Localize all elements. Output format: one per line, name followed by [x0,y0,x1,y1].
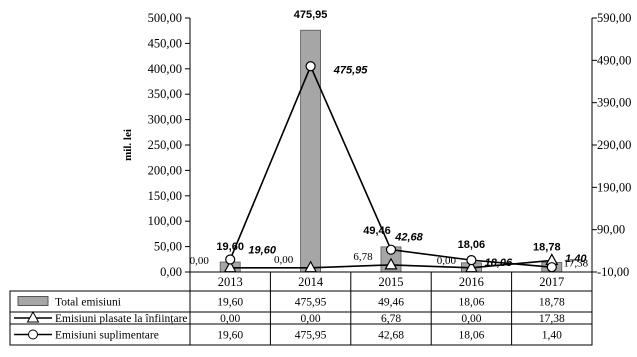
legend-key-circle [28,329,38,340]
marker-circle-2015 [385,244,397,255]
legend-label: Emisiuni plasate la înființare [55,313,188,325]
label-plasate-2013: 0,00 [190,255,210,267]
table-cell: 18,78 [539,297,565,309]
marker-circle-2013 [225,254,236,265]
table-cell: 1,40 [542,330,562,342]
label-suplimentare-2017: 1,40 [565,253,587,265]
label-suplimentare-2014: 475,95 [333,64,369,76]
label-plasate-2015: 6,78 [353,251,373,263]
table-cell: 475,95 [295,297,327,309]
label-suplimentare-2013: 19,60 [248,244,276,256]
table-cell: 19,60 [217,330,243,342]
table-cell: 42,68 [378,330,404,342]
table-cell: 49,46 [378,297,404,309]
legend-label: Emisiuni suplimentare [55,330,159,342]
label-total-2013: 19,60 [216,241,244,253]
y-tick-label: 200,00 [148,163,182,177]
legend-key-bar [17,296,49,306]
label-plasate-2017: 17,38 [563,257,588,269]
table-cell: 475,95 [295,330,327,342]
table-cell: 18,06 [458,330,484,342]
marker-circle-2016 [466,255,477,266]
y-tick-label: 450,00 [148,36,182,50]
table-cell: 19,60 [217,297,243,309]
legend-key-triangle [26,310,40,323]
label-suplimentare-2015: 42,68 [394,232,423,244]
y-tick-label: 0,00 [160,265,182,279]
x-tick-label: 2017 [539,275,564,289]
marker-circle-2017 [546,262,557,273]
label-total-2014: 475,95 [294,9,328,21]
table-cell: 6,78 [381,313,401,325]
y-tick-label: 400,00 [148,62,182,76]
table-cell: 17,38 [539,313,565,325]
label-suplimentare-2016: 18,06 [485,257,513,269]
table-cell: 18,06 [458,297,484,309]
y-tick-label: 50,00 [154,240,182,254]
y-tick-label: 300,00 [148,113,182,127]
x-tick-label: 2014 [298,275,324,289]
y2-tick-label: -10,00 [597,265,629,279]
y-tick-label: 500,00 [148,11,182,25]
y2-tick-label: 290,00 [597,138,631,152]
y-tick-label: 350,00 [148,87,182,101]
y2-tick-label: 590,00 [597,11,631,25]
x-tick-label: 2013 [218,275,243,289]
table-cell: 0,00 [301,313,321,325]
y-tick-label: 100,00 [148,214,182,228]
label-total-2016: 18,06 [458,239,486,251]
marker-triangle-2015 [384,257,398,270]
y-tick-label: 250,00 [148,138,182,152]
y-axis-title: mil. lei [122,129,134,161]
x-tick-label: 2015 [379,275,404,289]
table-cell: 0,00 [461,313,481,325]
label-total-2015: 49,46 [363,225,391,237]
legend-label: Total emisiuni [55,297,121,309]
x-tick-label: 2016 [459,275,484,289]
y2-tick-label: 390,00 [597,96,631,110]
y2-tick-label: 90,00 [597,223,625,237]
label-total-2017: 18,78 [533,241,561,253]
table-cell: 0,00 [220,313,240,325]
marker-circle-2014 [305,61,316,72]
y2-tick-label: 190,00 [597,180,631,194]
line-circle [229,64,552,268]
label-plasate-2014: 0,00 [274,254,294,266]
y-tick-label: 150,00 [148,189,182,203]
y2-tick-label: 490,00 [597,53,631,67]
label-plasate-2016: 0,00 [437,255,457,267]
